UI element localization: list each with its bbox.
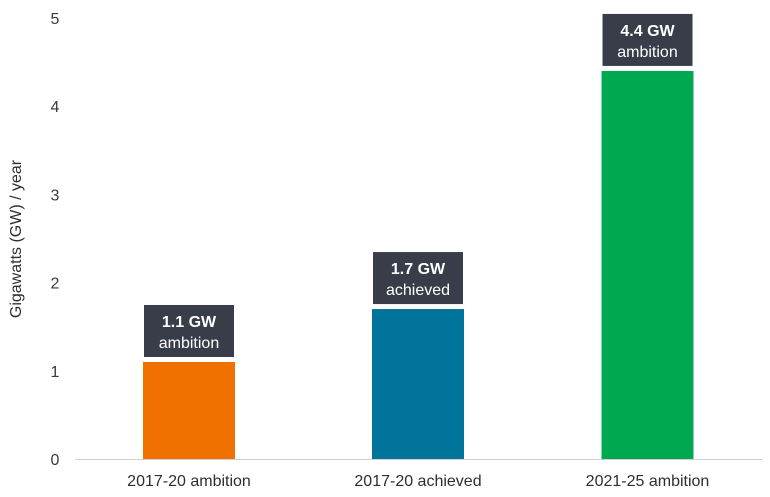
bar <box>601 70 694 460</box>
x-tick-label: 2017-20 ambition <box>127 473 251 490</box>
y-tick-label: 2 <box>51 276 60 293</box>
data-label-box <box>144 304 234 357</box>
y-tick-label: 1 <box>51 364 60 381</box>
bar <box>372 309 464 459</box>
data-label-value: 1.1 GW <box>162 314 217 331</box>
y-tick-label: 3 <box>51 187 60 204</box>
x-tick-label: 2017-20 achieved <box>354 473 481 490</box>
x-tick-label: 2021-25 ambition <box>586 473 710 490</box>
y-tick-label: 4 <box>51 99 60 116</box>
data-label: 1.7 GW achieved <box>373 252 463 305</box>
data-label-text: ambition <box>159 335 219 352</box>
data-label-text: achieved <box>386 282 450 299</box>
data-label-value: 1.7 GW <box>391 261 446 278</box>
data-label-text: ambition <box>617 44 677 61</box>
data-label-value: 4.4 GW <box>620 23 675 40</box>
y-tick-label: 5 <box>51 11 60 28</box>
bar <box>143 361 235 459</box>
y-tick-label: 0 <box>51 452 60 469</box>
data-label: 4.4 GW ambition <box>602 13 693 66</box>
data-label: 1.1 GW ambition <box>144 304 234 357</box>
data-label-box <box>602 13 693 66</box>
data-label-box <box>373 252 463 305</box>
y-axis-label: Gigawatts (GW) / year <box>8 159 25 318</box>
